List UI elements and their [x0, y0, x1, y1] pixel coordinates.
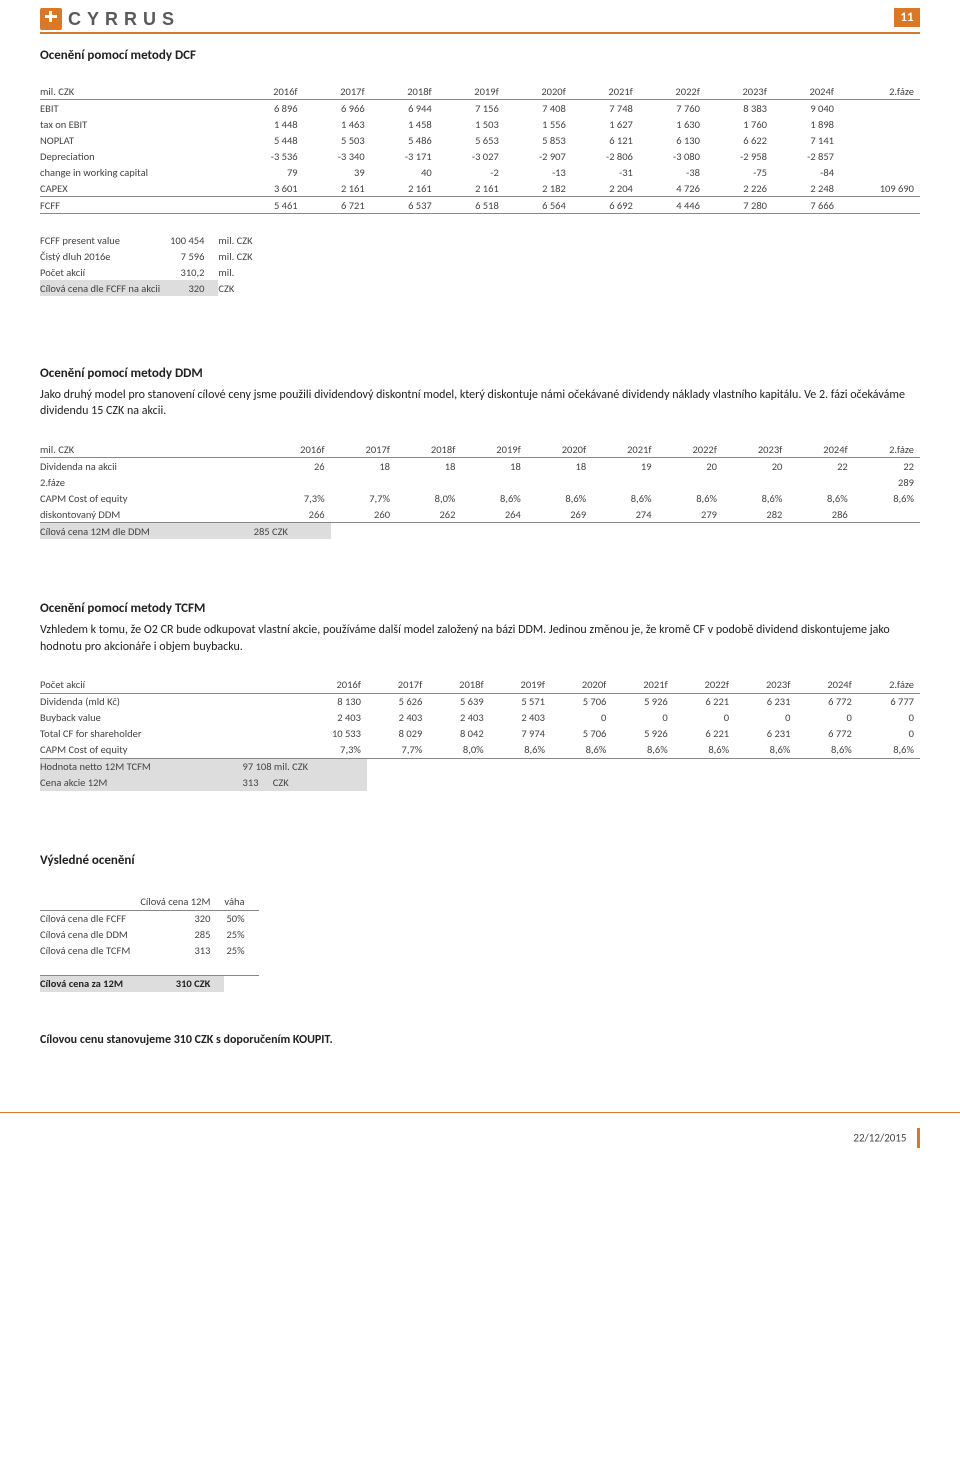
- table-row: 2.fáze289: [40, 474, 920, 490]
- dcf-summary-table: FCFF present value100 454mil. CZKČistý d…: [40, 232, 263, 296]
- table-row: Cílová cena dle DDM28525%: [40, 927, 259, 943]
- tcfm-table: Počet akcií2016f2017f2018f2019f2020f2021…: [40, 677, 920, 791]
- footer: 22/12/2015: [0, 1112, 960, 1165]
- table-row: Počet akcií310,2mil.: [40, 264, 263, 280]
- conclusion: Cílovou cenu stanovujeme 310 CZK s dopor…: [40, 1032, 920, 1048]
- table-row: Čistý dluh 2016e7 596mil. CZK: [40, 248, 263, 264]
- tcfm-title: Ocenění pomocí metody TCFM: [40, 601, 920, 616]
- table-row: CAPEX3 6012 1612 1612 1612 1822 2044 726…: [40, 180, 920, 197]
- table-row: tax on EBIT1 4481 4631 4581 5031 5561 62…: [40, 116, 920, 132]
- table-row: change in working capital793940-2-13-31-…: [40, 164, 920, 180]
- table-row: diskontovaný DDM266260262264269274279282…: [40, 506, 920, 523]
- final-title: Výsledné ocenění: [40, 853, 920, 868]
- table-row: Buyback value2 4032 4032 4032 403000000: [40, 710, 920, 726]
- logo-text: CYRRUS: [68, 9, 180, 30]
- table-row: FCFF5 4616 7216 5376 5186 5646 6924 4467…: [40, 197, 920, 214]
- table-row: Total CF for shareholder10 5338 0298 042…: [40, 726, 920, 742]
- table-row: Depreciation-3 536-3 340-3 171-3 027-2 9…: [40, 148, 920, 164]
- header: CYRRUS 11: [0, 0, 960, 32]
- table-row: CAPM Cost of equity7,3%7,7%8,0%8,6%8,6%8…: [40, 742, 920, 759]
- table-row: Cílová cena 12M dle DDM285 CZK: [40, 523, 920, 540]
- table-row: Cílová cena za 12M310 CZK: [40, 975, 259, 992]
- footer-date: 22/12/2015: [853, 1132, 906, 1145]
- table-row: Cílová cena dle FCFF32050%: [40, 910, 259, 927]
- table-row: CAPM Cost of equity7,3%7,7%8,0%8,6%8,6%8…: [40, 490, 920, 506]
- table-row: Dividenda na akcii26181818181920202222: [40, 458, 920, 475]
- table-row: EBIT6 8966 9666 9447 1567 4087 7487 7608…: [40, 100, 920, 117]
- header-rule: [40, 32, 920, 34]
- page-content: Ocenění pomocí metody DCF mil. CZK2016f2…: [0, 48, 960, 1086]
- table-row: NOPLAT5 4485 5035 4865 6535 8536 1216 13…: [40, 132, 920, 148]
- logo: CYRRUS: [40, 8, 180, 30]
- table-row: Dividenda (mld Kč)8 1305 6265 6395 5715 …: [40, 693, 920, 710]
- ddm-title: Ocenění pomocí metody DDM: [40, 366, 920, 381]
- ddm-table: mil. CZK2016f2017f2018f2019f2020f2021f20…: [40, 441, 920, 539]
- ddm-body: Jako druhý model pro stanovení cílové ce…: [40, 387, 920, 419]
- table-row: Cílová cena dle TCFM31325%: [40, 943, 259, 959]
- dcf-title: Ocenění pomocí metody DCF: [40, 48, 920, 63]
- tcfm-body: Vzhledem k tomu, že O2 CR bude odkupovat…: [40, 622, 920, 654]
- final-table: Cílová cena 12Mváha Cílová cena dle FCFF…: [40, 894, 259, 992]
- footer-accent-icon: [917, 1128, 920, 1148]
- table-row: Cílová cena dle FCFF na akcii320CZK: [40, 280, 263, 296]
- page-number-badge: 11: [894, 8, 920, 27]
- logo-icon: [40, 8, 62, 30]
- table-row: Hodnota netto 12M TCFM97 108 mil. CZK: [40, 758, 920, 775]
- table-row: Cena akcie 12M313 CZK: [40, 775, 920, 791]
- dcf-table: mil. CZK2016f2017f2018f2019f2020f2021f20…: [40, 83, 920, 214]
- table-row: FCFF present value100 454mil. CZK: [40, 232, 263, 248]
